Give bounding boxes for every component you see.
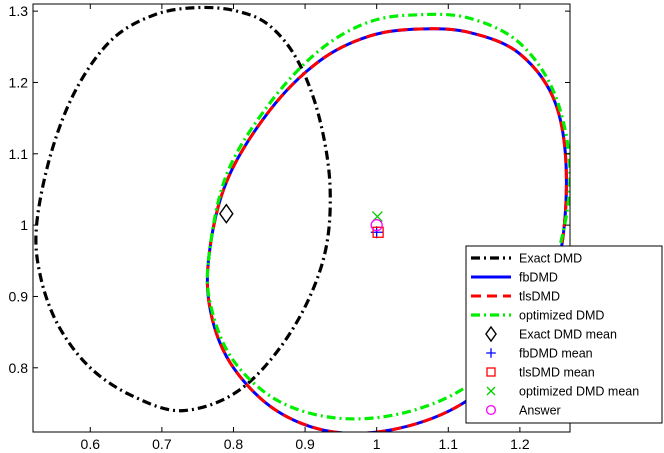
x-tick-label: 0.7 (152, 436, 172, 452)
legend-label-tlsdmd-mean: tlsDMD mean (519, 366, 595, 380)
curves-group (34, 5, 570, 432)
axis-ticks: 0.6 0.7 0.8 0.9 1 1.1 1.2 0.8 0.9 1 1.1 1.2 1.3 (9, 3, 571, 452)
y-tick-label: 0.8 (9, 360, 29, 376)
legend-swatch-fbdmd-mean (486, 348, 496, 358)
x-tick-label: 0.9 (295, 436, 315, 452)
y-tick-label: 1.1 (9, 146, 29, 162)
legend-swatch-optimized-dmd-mean (486, 386, 496, 396)
x-tick-label: 1.1 (439, 436, 459, 452)
x-tick-label: 1.2 (510, 436, 530, 452)
legend-swatch-tlsdmd-mean (486, 367, 496, 377)
series-exact-dmd-curve (34, 5, 332, 413)
legend-swatch-exact-dmd-mean (485, 325, 497, 343)
series-tlsdmd-mean-point (372, 226, 384, 238)
y-tick-label: 1 (20, 217, 28, 233)
legend-label-optimized-dmd-mean: optimized DMD mean (519, 385, 639, 399)
legend-label-optimized-dmd: optimized DMD (519, 309, 604, 323)
x-tick-label: 1 (373, 436, 381, 452)
legend-label-answer: Answer (519, 404, 561, 418)
series-tlsdmd-curve (205, 27, 568, 432)
legend-swatch-answer (485, 404, 497, 416)
legend-label-fbdmd-mean: fbDMD mean (519, 347, 593, 361)
series-optimized-dmd-curve (205, 12, 570, 421)
y-tick-label: 1.3 (9, 3, 29, 19)
plot-area (33, 4, 570, 432)
legend-label-tlsdmd: tlsDMD (519, 290, 560, 304)
y-tick-label: 0.9 (9, 288, 29, 304)
series-exact-dmd-mean-point (218, 203, 234, 224)
y-tick-label: 1.2 (9, 74, 29, 90)
legend-label-exact-dmd-mean: Exact DMD mean (519, 328, 617, 342)
x-tick-label: 0.8 (224, 436, 244, 452)
axes-box (32, 3, 571, 433)
legend-label-exact-dmd: Exact DMD (519, 252, 582, 266)
series-answer-point (370, 218, 383, 232)
x-tick-label: 0.6 (81, 436, 101, 452)
legend-label-fbdmd: fbDMD (519, 271, 558, 285)
legend: Exact DMD fbDMD tlsDMD optimized DMD Exact D… (465, 245, 663, 424)
